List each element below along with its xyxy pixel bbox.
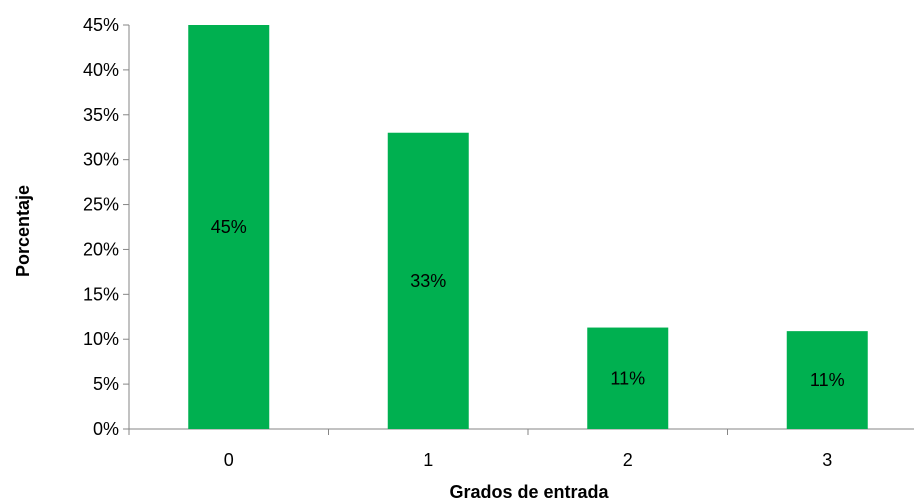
y-tick-label: 20% bbox=[83, 239, 119, 259]
bar bbox=[188, 25, 270, 429]
x-axis: 0 1 2 3 bbox=[128, 428, 914, 470]
y-tick-label: 30% bbox=[83, 150, 119, 170]
x-tick-label: 2 bbox=[623, 450, 633, 470]
y-tick-label: 25% bbox=[83, 195, 119, 215]
y-tick-label: 40% bbox=[83, 60, 119, 80]
x-tick-label: 3 bbox=[822, 450, 832, 470]
x-tick-label: 1 bbox=[423, 450, 433, 470]
y-tick-label: 10% bbox=[83, 329, 119, 349]
y-axis: 0% 5% 10% 15% 20% 25% 30% 35% 40% 45% bbox=[83, 15, 130, 439]
x-tick-label: 0 bbox=[224, 450, 234, 470]
data-label: 45% bbox=[211, 217, 247, 237]
y-tick-label: 5% bbox=[93, 374, 119, 394]
y-axis-title: Porcentaje bbox=[13, 185, 33, 277]
bar bbox=[587, 327, 669, 429]
data-label: 11% bbox=[610, 368, 645, 388]
data-labels: 45% 33% 11% 11% bbox=[211, 217, 845, 390]
data-label: 33% bbox=[410, 271, 446, 291]
bar bbox=[387, 132, 469, 429]
bar bbox=[786, 331, 868, 429]
data-label: 11% bbox=[810, 370, 845, 390]
y-tick-label: 15% bbox=[83, 284, 119, 304]
x-axis-title: Grados de entrada bbox=[449, 482, 609, 502]
bars bbox=[188, 25, 868, 429]
y-tick-label: 0% bbox=[93, 419, 119, 439]
y-tick-label: 35% bbox=[83, 105, 119, 125]
y-tick-label: 45% bbox=[83, 15, 119, 35]
